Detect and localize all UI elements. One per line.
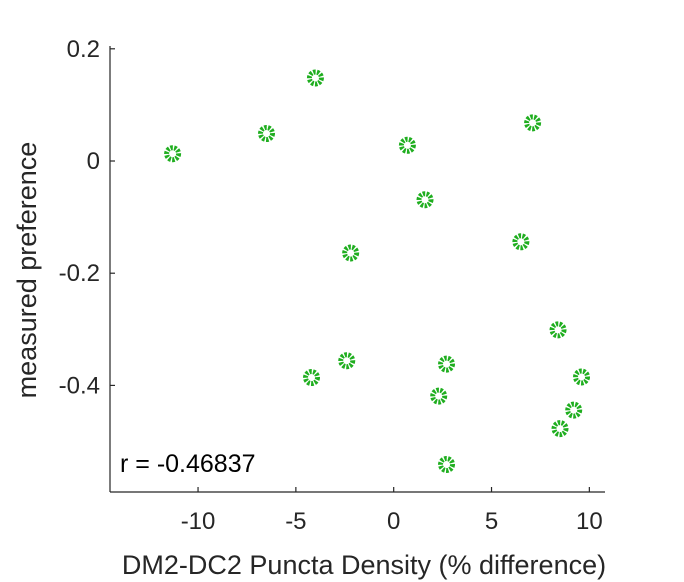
scatter-point xyxy=(430,387,448,405)
scatter-point xyxy=(338,352,356,370)
y-tick-label: -0.4 xyxy=(59,372,100,399)
scatter-point xyxy=(524,114,542,132)
scatter-point xyxy=(306,69,324,87)
scatter-point xyxy=(565,401,583,419)
scatter-point xyxy=(512,233,530,251)
scatter-point xyxy=(551,420,569,438)
x-tick-label: -10 xyxy=(181,508,216,535)
scatter-point xyxy=(416,191,434,209)
y-axis-label: measured preference xyxy=(12,142,42,399)
y-tick-label: -0.2 xyxy=(59,260,100,287)
y-tick-label: 0 xyxy=(87,148,100,175)
x-tick-label: 10 xyxy=(576,508,603,535)
scatter-point xyxy=(303,369,321,387)
x-tick-label: 0 xyxy=(387,508,400,535)
x-axis-label: DM2-DC2 Puncta Density (% difference) xyxy=(122,550,606,580)
axes xyxy=(109,46,605,493)
y-tick-label: 0.2 xyxy=(67,36,100,63)
scatter-point xyxy=(549,321,567,339)
scatter-point xyxy=(164,145,182,163)
x-tick-label: -5 xyxy=(285,508,306,535)
scatter-point xyxy=(573,368,591,386)
scatter-point xyxy=(342,244,360,262)
scatter-point xyxy=(438,456,456,474)
x-tick-label: 5 xyxy=(485,508,498,535)
x-ticks: -10 -5 0 5 10 xyxy=(181,487,603,535)
scatter-point xyxy=(258,125,276,143)
scatter-point xyxy=(438,355,456,373)
scatter-point xyxy=(398,136,416,154)
correlation-annotation: r = -0.46837 xyxy=(120,450,256,478)
data-points xyxy=(164,69,591,474)
y-ticks: 0.2 0 -0.2 -0.4 xyxy=(59,36,115,399)
